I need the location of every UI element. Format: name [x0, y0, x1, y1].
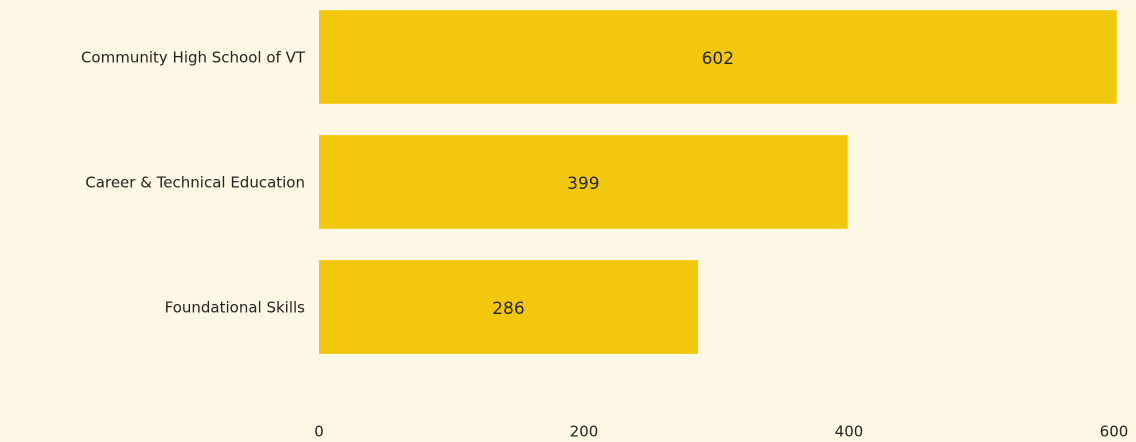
x-tick-label: 0 — [314, 423, 324, 441]
y-tick-label: Foundational Skills — [165, 299, 306, 317]
x-tick-label: 400 — [835, 423, 864, 441]
y-tick-label: Career & Technical Education — [85, 174, 305, 192]
x-tick-label: 600 — [1100, 423, 1129, 441]
bar — [319, 10, 1117, 104]
data-label: 602 — [702, 49, 734, 69]
x-tick-label: 200 — [570, 423, 599, 441]
bar — [319, 260, 698, 354]
bar — [319, 135, 848, 229]
data-label: 286 — [492, 299, 524, 319]
data-label: 399 — [567, 174, 599, 194]
y-tick-label: Community High School of VT — [81, 49, 306, 67]
